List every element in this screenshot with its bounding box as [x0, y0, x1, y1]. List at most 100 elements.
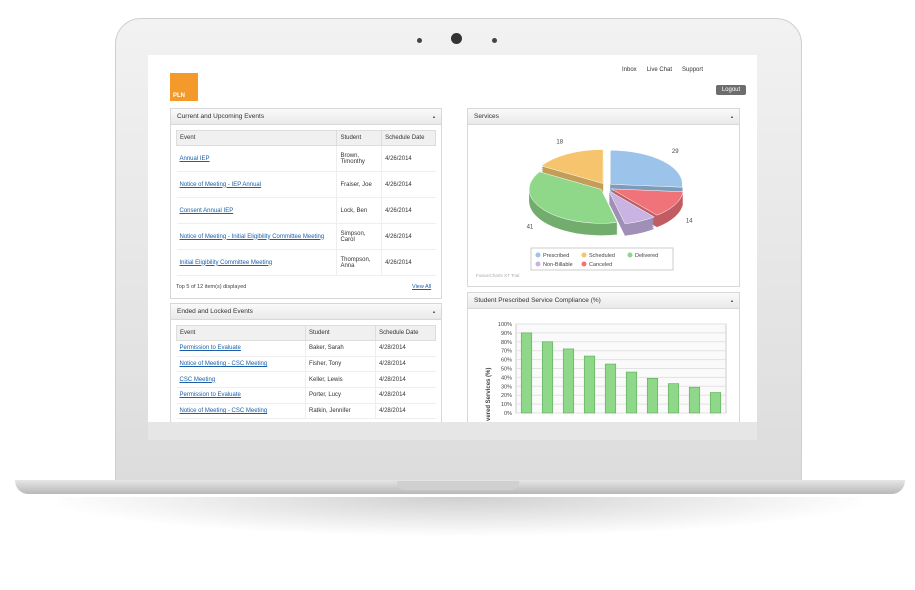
event-link[interactable]: Notice of Meeting - CSC Meeting [179, 361, 268, 368]
row: CSC Meeting Keller, Lewis 4/28/2014 [176, 371, 436, 389]
pie-slice [540, 149, 604, 184]
column-header: Student [336, 130, 383, 146]
header-row: Event Student Schedule Date [176, 325, 436, 341]
pie-slice [608, 189, 655, 224]
y-tick-label: 90% [501, 331, 512, 337]
ended-panel: Ended and Locked Events EventStudentSche… [170, 303, 442, 422]
panel-title: Current and Upcoming Events [171, 109, 441, 125]
slice-label: 18 [556, 139, 563, 145]
logo-text: PLN [173, 93, 185, 99]
legend-label: Non-Billable [543, 262, 573, 268]
cell: 4/28/2014 [375, 340, 436, 357]
cell-text: Fisher, Tony [308, 361, 342, 368]
laptop-shadow [40, 497, 880, 537]
cell-text: Thompson, Anna [340, 256, 371, 269]
logout-button[interactable]: Logout [716, 85, 746, 95]
column-header: Schedule Date [381, 130, 436, 146]
row: Permission to Evaluate Porter, Lucy 4/28/2… [176, 387, 436, 404]
event-link[interactable]: Notice of Meeting - IEP Annual [179, 181, 262, 188]
cell: Baker, Sarah [304, 340, 377, 357]
event-link[interactable]: Permission to Evaluate [179, 345, 241, 352]
legend-swatch [581, 252, 587, 258]
cell: 4/28/2014 [375, 356, 436, 373]
legend-label: Scheduled [589, 253, 615, 259]
slice-label: 29 [672, 149, 679, 155]
legend-swatch [535, 252, 541, 258]
row: Notice of Meeting - IEP Annual Fraiser, J… [176, 171, 436, 198]
legend-label: Delivered [635, 253, 658, 259]
cell: Consent Annual IEP [176, 197, 337, 224]
header-link[interactable]: Support [682, 67, 704, 73]
view-all-link[interactable]: View All [412, 284, 432, 290]
panel-title: Student Prescribed Service Compliance (%… [468, 293, 739, 309]
bar [688, 386, 701, 414]
row: Notice of Meeting - CSC Meeting Fisher, T… [176, 356, 436, 373]
event-link[interactable]: Initial Eligibility Committee Meeting [179, 259, 273, 266]
cell: Fisher, Tony [304, 356, 377, 373]
header-row: Event Student Schedule Date [175, 130, 436, 146]
bar [604, 363, 617, 414]
pie-slice [611, 188, 684, 216]
event-link[interactable]: Annual IEP [179, 155, 210, 162]
bar-chart: 0% 10% 20% 30% 40% 50% 60% 70% 80% 90% 100% vered S… [486, 322, 727, 421]
header-link[interactable]: Inbox [622, 67, 637, 73]
sensor [492, 38, 497, 43]
pie-slice [610, 150, 683, 188]
cell-text: 4/26/2014 [385, 233, 412, 240]
y-tick-label: 0% [504, 411, 512, 417]
cell-text: Lock, Ben [340, 207, 368, 214]
row: Annual IEP Brown, Timonthy 4/26/2014 [176, 145, 436, 172]
logo[interactable]: PLN [170, 73, 198, 101]
cell: 4/28/2014 [375, 387, 436, 404]
pie-slice [528, 171, 618, 224]
cell-text: Brown, Timonthy [340, 152, 365, 165]
services-panel: Services 29 14 41 18 Prescribed Scheduled Deli… [467, 108, 740, 287]
row: Consent Annual IEP Lock, Ben 4/26/2014 [176, 197, 436, 224]
cell: 4/26/2014 [381, 145, 436, 172]
compliance-panel: Student Prescribed Service Compliance (%… [467, 292, 740, 422]
cell: 4/28/2014 [375, 403, 436, 420]
y-tick-label: 40% [501, 375, 512, 381]
cell-text: 4/26/2014 [385, 181, 412, 188]
column-header: Event [176, 325, 306, 341]
column-header: Schedule Date [375, 325, 436, 341]
upcoming-panel: Current and Upcoming Events EventStudent… [170, 108, 442, 299]
column-header: Student [304, 325, 377, 341]
bar [709, 392, 722, 414]
row: Permission to Evaluate Baker, Sarah 4/28/2… [176, 340, 436, 357]
legend-swatch [581, 261, 587, 267]
event-link[interactable]: CSC Meeting [179, 376, 216, 383]
cell: Permission to Evaluate [176, 387, 306, 404]
cell: Porter, Lucy [304, 387, 377, 404]
cell: CSC Meeting [176, 371, 306, 389]
event-link[interactable]: Notice of Meeting - CSC Meeting [179, 408, 268, 415]
panel-title: Ended and Locked Events [171, 304, 441, 320]
cell: Notice of Meeting - IEP Annual [176, 171, 337, 198]
legend-label: Canceled [589, 262, 612, 268]
y-tick-label: 70% [501, 349, 512, 355]
sensor [417, 38, 422, 43]
legend-swatch [535, 261, 541, 267]
event-link[interactable]: Permission to Evaluate [179, 392, 241, 399]
cell: Ratkin, Jennifer [304, 403, 377, 420]
row: Initial Eligibility Committee Meeting Tho… [176, 249, 436, 276]
cell: Permission to Evaluate [176, 340, 306, 357]
cell-text: 4/26/2014 [385, 259, 412, 266]
cell-text: 4/26/2014 [385, 207, 412, 214]
header-link[interactable]: Live Chat [646, 67, 673, 73]
event-link[interactable]: Consent Annual IEP [179, 207, 234, 214]
cell: Initial Eligibility Committee Meeting [176, 249, 337, 276]
notch [397, 481, 519, 490]
bar [583, 355, 596, 414]
bar [646, 377, 659, 414]
cell: Thompson, Anna [336, 249, 383, 276]
screen: PLN Inbox Live Chat Support Logout Current… [148, 55, 757, 440]
cell-text: 4/28/2014 [379, 408, 406, 415]
y-tick-label: 30% [501, 384, 512, 390]
event-link[interactable]: Notice of Meeting - Initial Eligibility … [179, 233, 325, 240]
y-tick-label: 100% [498, 322, 512, 328]
cell: Lock, Ben [336, 197, 383, 224]
bar [520, 332, 533, 414]
header-links: Inbox Live Chat Support [622, 67, 703, 73]
bar [562, 348, 575, 414]
